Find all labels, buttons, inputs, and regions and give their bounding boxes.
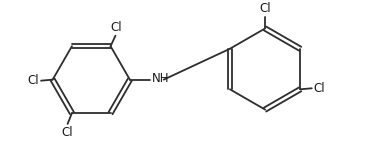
Text: Cl: Cl (111, 21, 122, 34)
Text: NH: NH (152, 72, 170, 85)
Text: Cl: Cl (27, 74, 39, 87)
Text: Cl: Cl (314, 82, 325, 95)
Text: Cl: Cl (259, 2, 271, 15)
Text: Cl: Cl (61, 126, 73, 139)
